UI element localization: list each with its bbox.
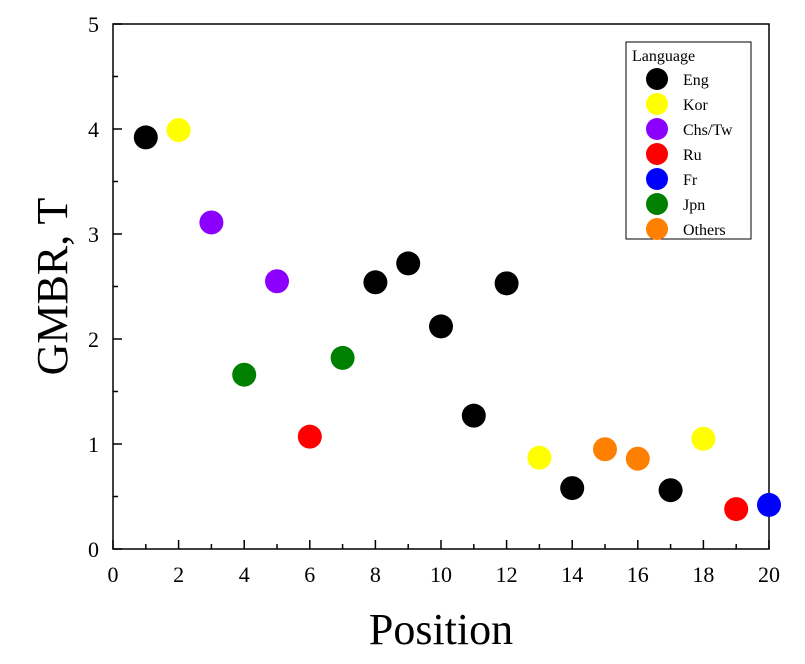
y-tick-label: 0 [88, 537, 99, 562]
legend-label: Ru [683, 147, 702, 164]
data-point-eng [560, 476, 585, 501]
legend-item: Others [646, 218, 726, 240]
data-point-chs-tw [265, 269, 289, 294]
legend-label: Eng [683, 72, 709, 89]
legend-items: Eng Kor Chs/Tw Ru Fr Jpn Others [646, 68, 733, 240]
data-point-fr [757, 492, 781, 517]
x-tick-label: 0 [108, 562, 119, 587]
data-point-chs-tw [199, 210, 224, 235]
data-point-jpn [330, 345, 355, 370]
legend-item: Fr [646, 168, 698, 190]
y-axis-title: GMBR, T [28, 198, 77, 376]
y-tick-label: 2 [88, 327, 99, 352]
legend-marker [646, 193, 668, 215]
legend-label: Kor [683, 97, 709, 114]
x-tick-label: 6 [304, 562, 315, 587]
y-tick-label: 4 [88, 117, 99, 142]
data-point-eng [396, 251, 421, 276]
legend-marker [646, 93, 668, 115]
x-tick-label: 16 [627, 562, 649, 587]
legend-label: Fr [683, 172, 698, 189]
legend: Language Eng Kor Chs/Tw Ru Fr Jpn Others [625, 41, 752, 240]
legend-item: Ru [646, 143, 702, 165]
x-tick-label: 4 [239, 562, 250, 587]
data-point-others [593, 437, 617, 462]
y-tick-label: 3 [88, 222, 99, 247]
data-point-eng [494, 271, 519, 296]
legend-item: Eng [646, 68, 709, 90]
data-point-eng [658, 478, 683, 503]
data-point-ru [724, 497, 749, 522]
legend-item: Kor [646, 93, 709, 115]
y-tick-label: 5 [88, 12, 99, 37]
data-point-eng [429, 314, 453, 339]
data-point-jpn [232, 362, 257, 387]
data-point-kor [691, 426, 716, 451]
data-point-eng [363, 270, 388, 295]
legend-label: Jpn [683, 197, 705, 214]
x-tick-label: 18 [692, 562, 714, 587]
legend-marker [646, 118, 668, 140]
data-points [133, 118, 781, 522]
x-tick-label: 2 [173, 562, 184, 587]
data-point-ru [297, 424, 322, 449]
legend-marker [646, 218, 668, 240]
legend-item: Chs/Tw [646, 118, 733, 140]
data-point-others [625, 446, 650, 471]
x-tick-label: 20 [758, 562, 780, 587]
data-point-kor [527, 445, 552, 470]
x-tick-label: 12 [496, 562, 518, 587]
data-point-eng [133, 125, 158, 150]
legend-item: Jpn [646, 193, 705, 215]
data-point-kor [166, 118, 191, 143]
legend-label: Chs/Tw [683, 122, 733, 139]
x-tick-label: 14 [561, 562, 583, 587]
legend-marker [646, 143, 668, 165]
x-axis-title: Position [369, 605, 513, 654]
legend-label: Others [683, 222, 726, 239]
y-tick-label: 1 [88, 432, 99, 457]
legend-marker [646, 68, 668, 90]
x-tick-label: 10 [430, 562, 452, 587]
data-point-eng [461, 403, 486, 428]
x-tick-label: 8 [370, 562, 381, 587]
legend-marker [646, 168, 668, 190]
axis-ticks [112, 23, 770, 550]
legend-title: Language [632, 48, 695, 65]
